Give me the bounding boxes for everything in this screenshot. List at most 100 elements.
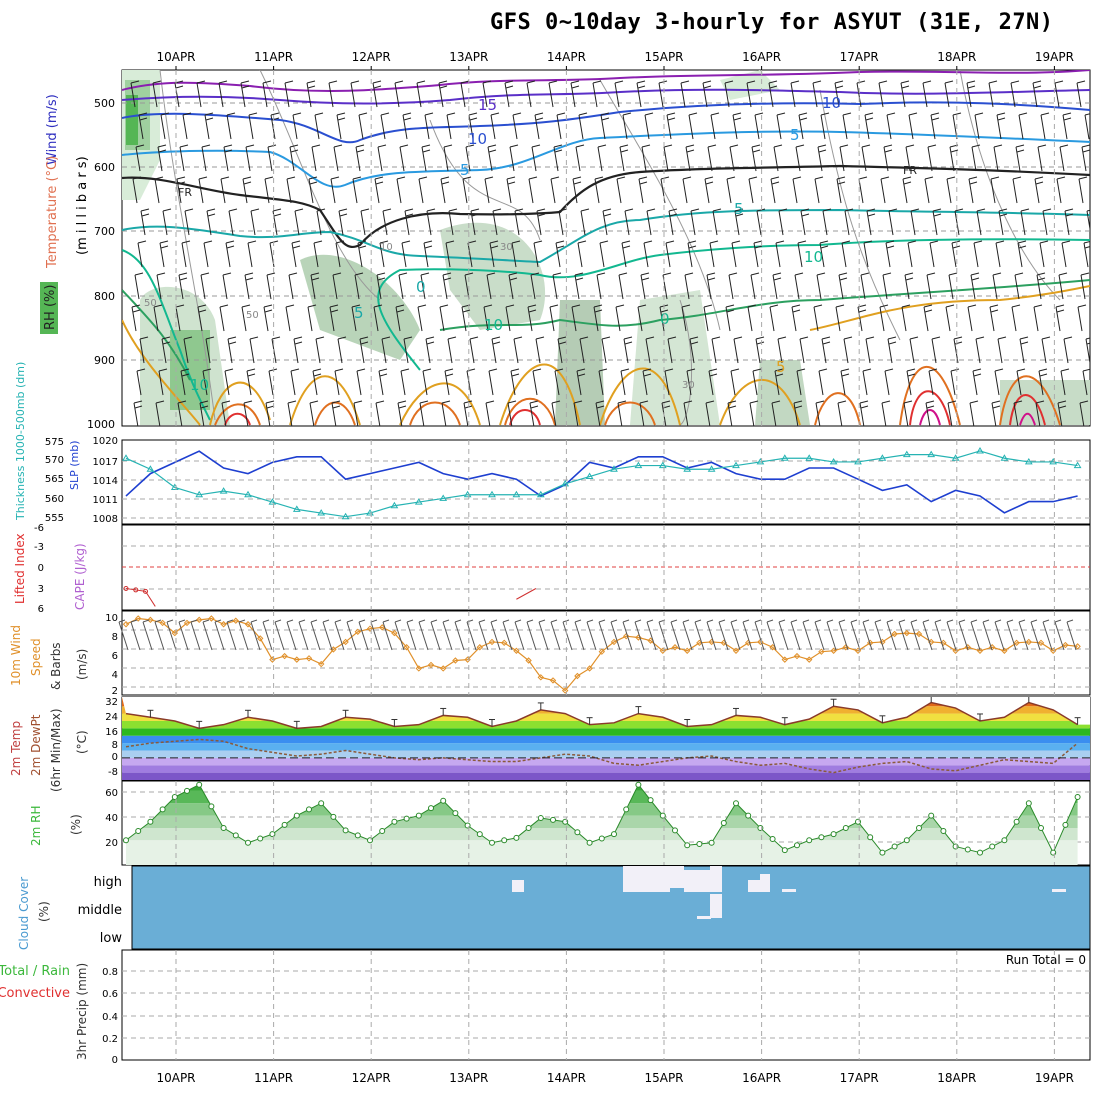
barb-flag: [1035, 400, 1045, 404]
barb-flag: [794, 405, 803, 409]
barb-flag: [933, 213, 942, 217]
cloud-high: [684, 870, 714, 892]
barb-flag: [491, 336, 501, 340]
barb-shaft: [310, 274, 316, 300]
barb-flag: [175, 304, 185, 308]
barb-shaft: [928, 370, 934, 396]
barb-flag: [203, 240, 213, 244]
barb-shaft: [505, 306, 511, 332]
barb-shaft: [1061, 242, 1067, 268]
wind-barb-flag: [958, 619, 966, 623]
barb-flag: [1040, 112, 1050, 116]
barb-shaft: [838, 274, 844, 300]
barb-flag: [592, 80, 602, 84]
barb-shaft: [424, 114, 430, 140]
barb-shaft: [622, 114, 628, 140]
rh-point: [550, 816, 556, 823]
barb-shaft: [835, 306, 841, 332]
barb-shaft: [441, 402, 447, 426]
wind-barb: [262, 621, 273, 651]
barb-flag: [558, 341, 567, 345]
barb-shaft: [288, 274, 294, 300]
barb-flag: [746, 80, 756, 84]
cloud-level-high: high: [94, 875, 122, 890]
barb-flag: [687, 240, 697, 244]
wind-barb-flag: [850, 619, 858, 623]
barb-flag: [946, 176, 956, 180]
barb-shaft: [242, 178, 248, 204]
thickness-point: [512, 490, 521, 498]
barb-shaft: [729, 146, 735, 172]
barb-flag: [639, 181, 648, 185]
lifted-index-panel: -6 -3 0 3 6 Lifted Index CAPE (J/kg): [13, 523, 1091, 615]
barb-shaft: [554, 370, 560, 396]
barb-flag: [624, 208, 634, 212]
barb-shaft: [815, 402, 821, 426]
wind-speed-point: [183, 619, 191, 627]
barb-shaft: [548, 82, 554, 108]
ylabel-cloud: Cloud Cover: [17, 877, 31, 950]
ylabel-2m-rh: 2m RH: [29, 806, 43, 847]
barb-shaft: [791, 306, 797, 332]
date-label-bottom: 16APR: [742, 1071, 781, 1085]
barb-flag: [616, 176, 626, 180]
barb-flag: [535, 117, 544, 121]
label-iso-0b: 0: [660, 310, 670, 328]
barb-shaft: [396, 178, 402, 204]
barb-flag: [772, 272, 782, 276]
rh-point: [196, 781, 203, 788]
barb-flag: [622, 245, 631, 249]
rh-point: [659, 812, 666, 819]
wind-tick: 10: [105, 613, 118, 624]
label-iso-10b: 10: [468, 130, 487, 148]
barb-shaft: [335, 242, 341, 268]
barb-flag: [416, 80, 426, 84]
barb-flag: [821, 336, 831, 340]
rh2m-panel: 60 40 20 2m RH (%): [29, 780, 1091, 866]
rh-point: [489, 839, 495, 846]
barb-shaft: [932, 210, 938, 236]
barb-flag: [1086, 209, 1090, 212]
barb-flag: [749, 400, 759, 404]
cloud-high: [670, 866, 684, 888]
barb-flag: [1080, 272, 1090, 276]
barb-flag: [425, 336, 435, 340]
barb-flag: [967, 304, 977, 308]
rh-point: [257, 835, 264, 842]
wind-speed-line: [125, 617, 1078, 692]
barb-flag: [843, 336, 853, 340]
barb-shaft: [593, 306, 599, 332]
barb-shaft: [756, 210, 762, 236]
date-label-top: 15APR: [644, 50, 683, 64]
wind-barb: [790, 621, 801, 651]
barb-shaft: [1084, 114, 1090, 140]
wind-barb-flag: [706, 619, 714, 623]
wind-speed-point: [976, 647, 984, 654]
wind-barb: [694, 621, 705, 651]
barb-flag: [997, 117, 1006, 121]
rh-point: [525, 824, 532, 831]
wind-barb: [862, 621, 873, 651]
precip-tick: 0: [112, 1055, 118, 1066]
slp-line: [125, 450, 1078, 514]
label-fr-a: FR: [178, 186, 192, 199]
barb-flag: [153, 304, 163, 308]
wind-barb-flag: [910, 619, 918, 623]
rh-point: [720, 820, 727, 826]
wind-speed-point: [891, 630, 898, 638]
barb-shaft: [381, 338, 387, 364]
barb-shaft: [798, 114, 804, 140]
barb-flag: [924, 176, 934, 180]
barb-flag: [405, 213, 414, 217]
barb-flag: [379, 240, 389, 244]
barb-shaft: [683, 402, 689, 426]
barb-flag: [1039, 373, 1048, 377]
barb-shaft: [640, 274, 646, 300]
barb-flag: [285, 304, 295, 308]
barb-flag: [682, 176, 692, 180]
barb-flag: [158, 368, 168, 372]
barb-flag: [726, 309, 735, 313]
rh-point: [964, 846, 971, 853]
thickness-point: [951, 454, 960, 461]
barb-flag: [359, 336, 369, 340]
